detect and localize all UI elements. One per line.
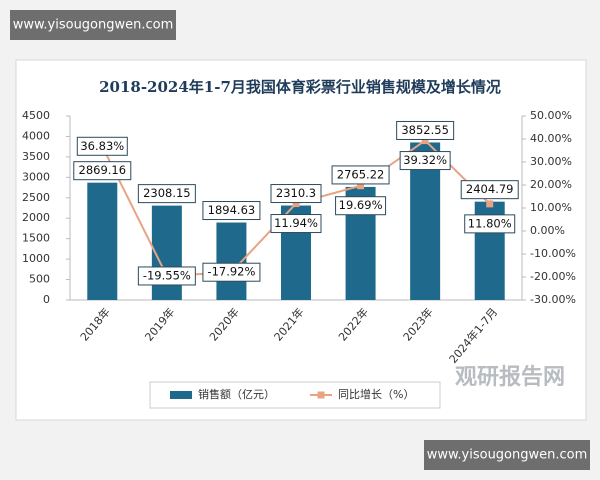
bar-value-label: 2310.3 — [276, 186, 316, 200]
bar-value-label-box — [137, 184, 196, 204]
watermark: www.yisougongwen.com — [13, 18, 174, 33]
line-value-label: 39.32% — [403, 153, 447, 167]
y2-tick-label: -10.00% — [530, 247, 576, 260]
y2-tick-label: 0.00% — [530, 224, 565, 237]
line-value-label: 11.80% — [468, 216, 512, 230]
line-value-label: 19.69% — [339, 198, 383, 212]
watermark: www.yisougongwen.com — [427, 448, 588, 463]
y2-tick-label: 20.00% — [530, 178, 572, 191]
line-value-label-box — [335, 196, 387, 216]
y2-tick-label: 40.00% — [530, 132, 572, 145]
legend-frame — [149, 381, 441, 409]
y-tick-label: 2500 — [22, 191, 50, 204]
y2-tick-label: -20.00% — [530, 270, 576, 283]
legend-swatch — [317, 391, 325, 399]
y-tick-label: 1000 — [22, 252, 50, 265]
line-marker — [357, 182, 365, 190]
y-tick-label: 3000 — [22, 170, 50, 183]
y-tick-label: 500 — [29, 273, 50, 286]
y-tick-label: 4000 — [22, 129, 50, 142]
bar-value-label-box — [396, 120, 455, 140]
legend-label: 同比增长（%） — [338, 387, 414, 401]
line-marker — [486, 200, 494, 208]
bar-value-label-box — [331, 165, 390, 185]
legend-swatch — [170, 391, 192, 399]
watermark-box — [424, 440, 590, 470]
y-tick-label: 3500 — [22, 150, 50, 163]
line-value-label: -17.92% — [207, 265, 255, 279]
bar-value-label: 3852.55 — [401, 123, 449, 137]
y-tick-label: 1500 — [22, 232, 50, 245]
y2-tick-label: -30.00% — [530, 293, 576, 306]
bar-value-label: 1894.63 — [208, 203, 256, 217]
bar-value-label-box — [73, 161, 132, 181]
line-value-label-box — [464, 214, 516, 234]
watermark-box — [10, 10, 176, 40]
line-value-label: 36.83% — [80, 139, 124, 153]
y-tick-label: 0 — [43, 293, 50, 306]
line-value-label-box — [270, 214, 322, 234]
line-value-label-box — [76, 136, 128, 156]
line-value-label-box — [202, 262, 261, 282]
chart-title: 2018-2024年1-7月我国体育彩票行业销售规模及增长情况 — [99, 78, 501, 96]
bar-value-label: 2765.22 — [337, 167, 385, 181]
bar-value-label-box — [460, 180, 519, 200]
line-value-label-box — [137, 266, 196, 286]
line-marker — [292, 200, 300, 208]
line-value-label-box — [399, 151, 451, 171]
line-marker — [421, 137, 429, 145]
bar — [87, 182, 118, 300]
y-tick-label: 4500 — [22, 109, 50, 122]
line-value-label: -19.55% — [143, 268, 191, 282]
y2-tick-label: 30.00% — [530, 155, 572, 168]
bar-value-label-box — [202, 201, 261, 221]
legend-label: 销售额（亿元） — [198, 387, 275, 401]
bar-value-label: 2308.15 — [143, 186, 191, 200]
watermark-brand: 观研报告网 — [455, 365, 565, 390]
y2-tick-label: 10.00% — [530, 201, 572, 214]
bar-value-label: 2404.79 — [466, 182, 514, 196]
y2-tick-label: 50.00% — [530, 109, 572, 122]
bar-value-label-box — [270, 184, 322, 204]
bar-value-label: 2869.16 — [79, 163, 127, 177]
y-tick-label: 2000 — [22, 211, 50, 224]
line-value-label: 11.94% — [274, 216, 318, 230]
